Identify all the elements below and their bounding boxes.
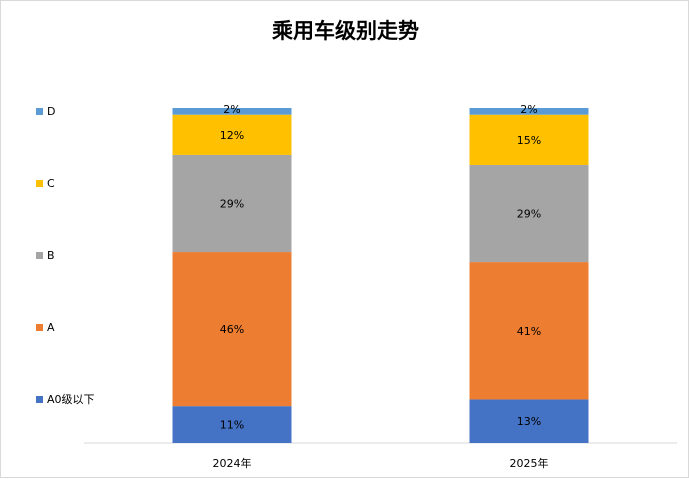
data-label: 11% [220,419,244,432]
bar-segment [172,114,292,155]
legend-swatch [36,324,43,331]
data-label: 15% [517,134,541,147]
legend-label: A [47,321,55,334]
x-tick-label: 2024年 [213,456,252,470]
legend-swatch [36,180,43,187]
data-label: 12% [220,129,244,142]
bar-segment [469,164,589,263]
data-label: 29% [220,197,244,210]
bar-segment [469,108,589,115]
bar-segment [469,399,589,443]
bar-segment [469,262,589,400]
bar-segment [469,114,589,165]
bar-segment [172,154,292,253]
legend-swatch [36,108,43,115]
data-label: 29% [517,208,541,221]
legend-swatch [36,252,43,259]
legend-label: A0级以下 [47,393,95,406]
legend-label: D [47,105,55,118]
legend-label: C [47,177,55,190]
bar-segment [172,406,292,443]
data-label: 41% [517,325,541,338]
data-label: 13% [517,415,541,428]
data-label: 2% [520,103,537,116]
legend-label: B [47,249,55,262]
data-label: 2% [223,103,240,116]
data-label: 46% [220,323,244,336]
legend-swatch [36,396,43,403]
chart-title: 乘用车级别走势 [272,19,419,43]
x-tick-label: 2025年 [510,456,549,470]
bar-segment [172,252,292,407]
bar-segment [172,108,292,115]
